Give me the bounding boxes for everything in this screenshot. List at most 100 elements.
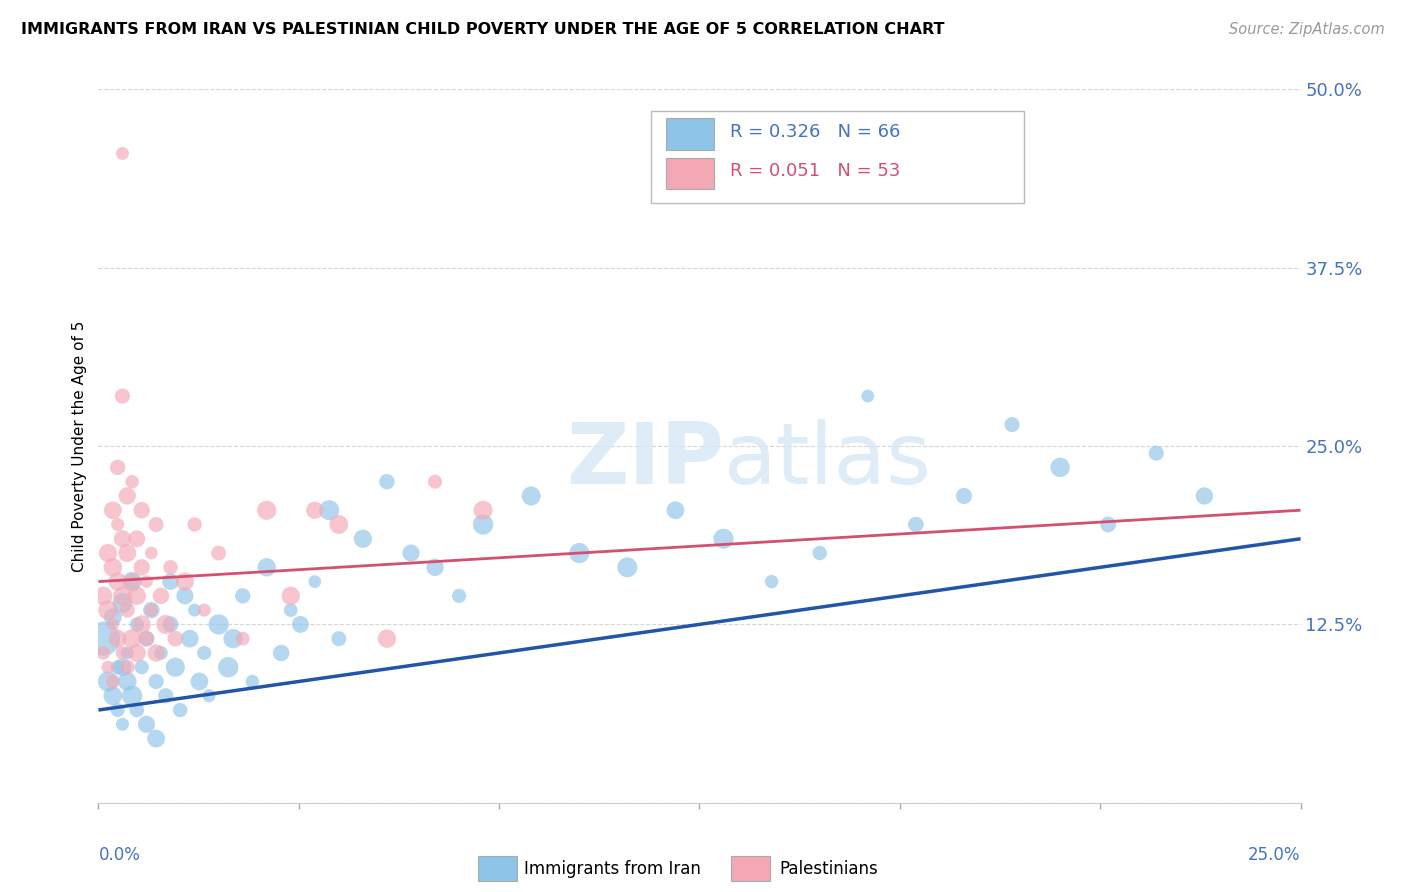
- Point: [145, 517, 167, 532]
- Point: [149, 646, 172, 660]
- Point: [232, 632, 254, 646]
- Point: [222, 632, 245, 646]
- Point: [188, 674, 211, 689]
- Point: [1049, 460, 1071, 475]
- Point: [117, 646, 139, 660]
- Point: [193, 603, 215, 617]
- Point: [375, 632, 398, 646]
- Point: [761, 574, 783, 589]
- Point: [107, 460, 129, 475]
- Text: R = 0.326   N = 66: R = 0.326 N = 66: [730, 123, 900, 141]
- Point: [121, 574, 143, 589]
- Point: [904, 517, 927, 532]
- Point: [159, 617, 181, 632]
- Point: [107, 574, 129, 589]
- Point: [145, 646, 167, 660]
- Point: [117, 489, 139, 503]
- Text: ZIP: ZIP: [565, 418, 724, 502]
- Text: Source: ZipAtlas.com: Source: ZipAtlas.com: [1229, 22, 1385, 37]
- Point: [121, 475, 143, 489]
- Point: [135, 717, 157, 731]
- Point: [97, 660, 120, 674]
- Point: [131, 560, 153, 574]
- Point: [169, 703, 191, 717]
- Point: [111, 646, 134, 660]
- Point: [121, 632, 143, 646]
- Point: [97, 603, 120, 617]
- Point: [131, 503, 153, 517]
- Point: [290, 617, 312, 632]
- Point: [131, 617, 153, 632]
- Point: [256, 560, 278, 574]
- Point: [1144, 446, 1167, 460]
- Bar: [666, 119, 714, 150]
- Point: [141, 603, 163, 617]
- Point: [121, 574, 143, 589]
- Point: [135, 632, 157, 646]
- Point: [125, 617, 148, 632]
- Point: [91, 646, 114, 660]
- Point: [328, 517, 350, 532]
- Point: [256, 503, 278, 517]
- Point: [121, 689, 143, 703]
- Point: [165, 632, 187, 646]
- Point: [664, 503, 686, 517]
- Point: [174, 589, 197, 603]
- Point: [472, 503, 495, 517]
- FancyBboxPatch shape: [651, 111, 1024, 203]
- Point: [304, 574, 326, 589]
- Point: [125, 646, 148, 660]
- Point: [145, 674, 167, 689]
- Point: [808, 546, 831, 560]
- Point: [107, 517, 129, 532]
- Point: [111, 660, 134, 674]
- Point: [328, 632, 350, 646]
- Point: [208, 546, 231, 560]
- Point: [107, 660, 129, 674]
- Point: [232, 589, 254, 603]
- Point: [183, 603, 205, 617]
- Point: [1001, 417, 1024, 432]
- Point: [101, 503, 124, 517]
- Bar: [666, 158, 714, 189]
- Point: [131, 660, 153, 674]
- Point: [1097, 517, 1119, 532]
- Point: [953, 489, 976, 503]
- Point: [111, 146, 134, 161]
- Point: [111, 589, 134, 603]
- Point: [149, 589, 172, 603]
- Text: Immigrants from Iran: Immigrants from Iran: [524, 860, 702, 878]
- Point: [616, 560, 638, 574]
- Point: [101, 610, 124, 624]
- Point: [270, 646, 292, 660]
- Point: [208, 617, 231, 632]
- Text: atlas: atlas: [724, 418, 932, 502]
- Point: [174, 574, 197, 589]
- Point: [97, 546, 120, 560]
- Point: [318, 503, 340, 517]
- Point: [111, 596, 134, 610]
- Point: [447, 589, 470, 603]
- Text: IMMIGRANTS FROM IRAN VS PALESTINIAN CHILD POVERTY UNDER THE AGE OF 5 CORRELATION: IMMIGRANTS FROM IRAN VS PALESTINIAN CHIL…: [21, 22, 945, 37]
- Point: [125, 589, 148, 603]
- Point: [399, 546, 422, 560]
- Point: [240, 674, 263, 689]
- Point: [117, 660, 139, 674]
- Point: [145, 731, 167, 746]
- Point: [91, 589, 114, 603]
- Point: [1194, 489, 1216, 503]
- Text: 0.0%: 0.0%: [98, 846, 141, 863]
- Point: [198, 689, 221, 703]
- Point: [155, 617, 177, 632]
- Point: [179, 632, 201, 646]
- Y-axis label: Child Poverty Under the Age of 5: Child Poverty Under the Age of 5: [72, 320, 87, 572]
- Point: [91, 632, 114, 646]
- Point: [159, 574, 181, 589]
- Point: [165, 660, 187, 674]
- Point: [217, 660, 239, 674]
- Point: [111, 717, 134, 731]
- Point: [141, 546, 163, 560]
- Text: Palestinians: Palestinians: [779, 860, 877, 878]
- Text: R = 0.051   N = 53: R = 0.051 N = 53: [730, 162, 900, 180]
- Point: [107, 703, 129, 717]
